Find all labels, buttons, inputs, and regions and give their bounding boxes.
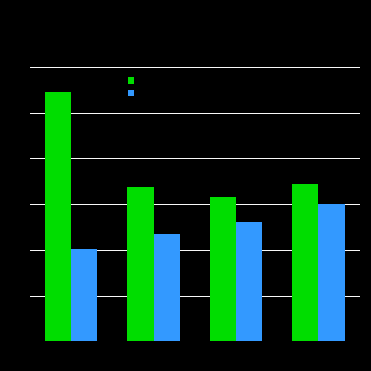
Legend: , : ,	[124, 72, 140, 102]
Bar	[127, 187, 154, 341]
Bar	[45, 92, 71, 341]
Bar	[292, 184, 318, 341]
Bar	[318, 204, 345, 341]
Bar	[154, 234, 180, 341]
Bar	[210, 197, 236, 341]
Bar	[71, 249, 98, 341]
Bar	[236, 221, 262, 341]
